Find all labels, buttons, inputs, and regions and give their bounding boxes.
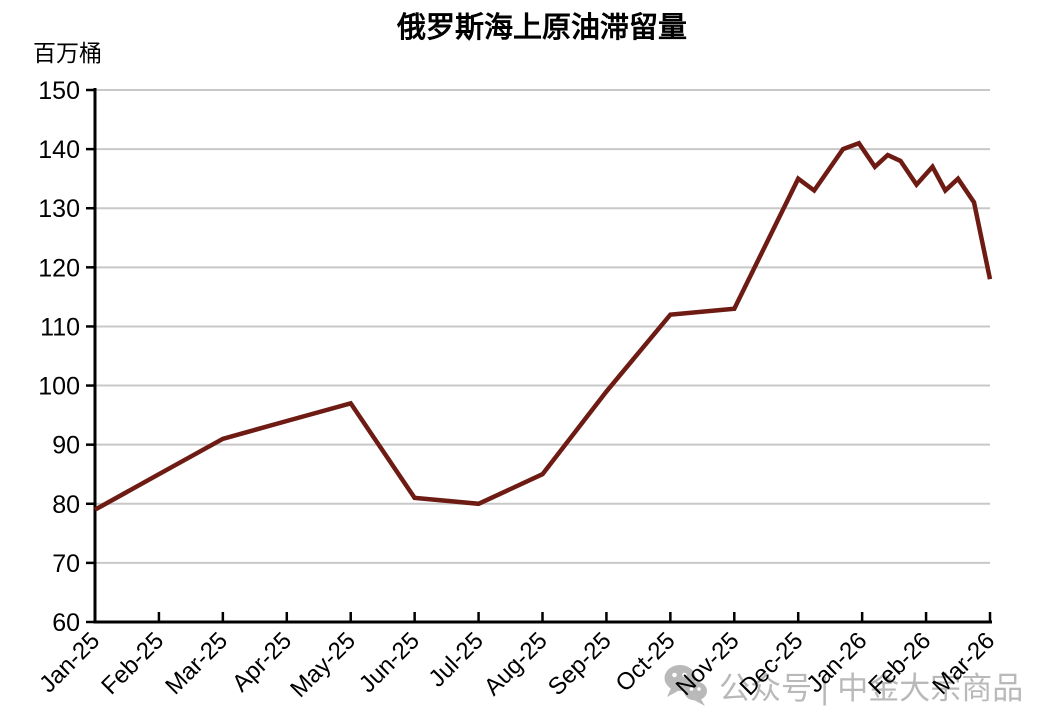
y-tick-label: 100 (38, 373, 80, 401)
x-tick-label: Dec-25 (735, 627, 809, 701)
y-tick-label: 60 (52, 609, 80, 637)
x-tick-label: Apr-25 (227, 627, 297, 697)
x-tick-label: Mar-25 (160, 627, 233, 700)
y-tick-label: 150 (38, 77, 80, 105)
y-tick-label: 70 (52, 550, 80, 578)
x-tick-label: Feb-26 (863, 627, 936, 700)
x-tick-label: Jun-25 (354, 627, 425, 698)
wechat-icon (664, 665, 707, 706)
chart-title: 俄罗斯海上原油滞留量 (396, 12, 687, 44)
x-tick-label: Oct-25 (611, 627, 681, 697)
y-tick-label: 80 (52, 491, 80, 519)
y-tick-label: 130 (38, 195, 80, 223)
x-tick-label: Mar-26 (927, 627, 1000, 700)
x-tick-label: Feb-25 (96, 627, 169, 700)
x-tick-label: Jan-25 (34, 627, 105, 698)
x-tick-label: Nov-25 (671, 627, 745, 701)
x-tick-label: Aug-25 (479, 627, 553, 701)
watermark: 公众号 | 中金大宗商品 (662, 662, 1023, 708)
series-line (93, 140, 993, 512)
x-tick-label: May-25 (285, 627, 361, 703)
x-tick-label: Sep-25 (543, 627, 617, 701)
watermark-text: 公众号 | 中金大宗商品 (719, 670, 1024, 706)
y-tick-label: 120 (38, 254, 80, 282)
x-tick-label: Jan-26 (801, 627, 872, 698)
y-tick-label: 140 (38, 136, 80, 164)
y-tick-label: 110 (40, 313, 80, 341)
y-axis-unit-label: 百万桶 (33, 40, 102, 66)
y-tick-label: 90 (52, 432, 80, 460)
